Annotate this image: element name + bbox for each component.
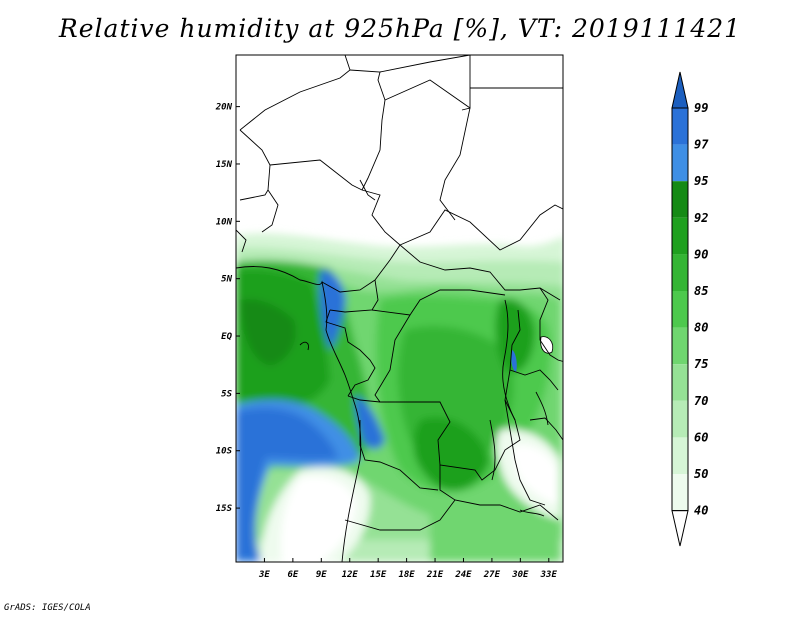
lat-label: EQ	[221, 332, 232, 342]
lat-label: 5N	[221, 275, 232, 285]
lat-label: 5S	[221, 389, 232, 399]
lat-label: 15N	[216, 160, 233, 170]
country-borders	[236, 55, 563, 562]
colorbar-label: 92	[694, 211, 708, 225]
colorbar-segment	[672, 291, 688, 328]
colorbar-label: 70	[694, 394, 708, 408]
colorbar-label: 90	[694, 247, 708, 261]
lon-label: 9E	[316, 570, 327, 580]
lon-label: 21E	[426, 570, 444, 580]
lon-label: 15E	[370, 570, 387, 580]
colorbar-label: 60	[694, 430, 708, 444]
colorbar-segment	[672, 144, 688, 182]
lon-label: 6E	[287, 570, 298, 580]
lon-label: 27E	[483, 570, 501, 580]
colorbar-segment	[672, 254, 688, 291]
map-frame	[235, 54, 564, 563]
lon-label: 3E	[258, 570, 270, 580]
colorbar-top-arrow	[671, 71, 689, 109]
colorbar-bottom-arrow	[671, 510, 689, 547]
lat-label: 20N	[215, 103, 233, 113]
colorbar-label: 97	[694, 138, 709, 152]
longitude-axis: 3E 6E 9E 12E 15E 18E 21E 24E 27E 30E 33E	[258, 558, 557, 580]
colorbar-segment	[672, 474, 688, 511]
lon-label: 18E	[398, 570, 415, 580]
colorbar-segment	[672, 400, 688, 438]
colorbar-segment	[672, 108, 688, 145]
footer-credit: GrADS: IGES/COLA	[4, 603, 91, 613]
colorbar-label: 75	[694, 357, 708, 371]
colorbar-segment	[672, 181, 688, 218]
humidity-field	[236, 55, 563, 562]
lon-label: 12E	[342, 570, 359, 580]
colorbar-label: 85	[694, 284, 708, 298]
map-title: Relative humidity at 925hPa [%], VT: 201…	[58, 14, 742, 43]
lat-label: 10S	[216, 447, 233, 457]
colorbar-label: 80	[694, 321, 708, 335]
lon-label: 24E	[454, 570, 472, 580]
colorbar-segment	[672, 217, 688, 255]
lon-label: 30E	[511, 570, 529, 580]
colorbar-label: 40	[694, 504, 708, 518]
latitude-axis: 20N 15N 10N 5N EQ 5S 10S 15S	[215, 103, 240, 514]
lat-label: 15S	[216, 504, 233, 514]
lon-label: 33E	[540, 570, 558, 580]
colorbar-segment	[672, 364, 688, 401]
colorbar-label: 95	[694, 174, 708, 188]
colorbar-label: 99	[694, 101, 708, 115]
colorbar-legend: 99 97 95 92 90 85 80 75 70 60 50 40	[671, 71, 709, 547]
colorbar-segment	[672, 327, 688, 365]
colorbar-label: 50	[694, 467, 708, 481]
colorbar-segment	[672, 437, 688, 474]
lat-label: 10N	[216, 217, 233, 227]
colorbar-frame	[671, 107, 689, 512]
